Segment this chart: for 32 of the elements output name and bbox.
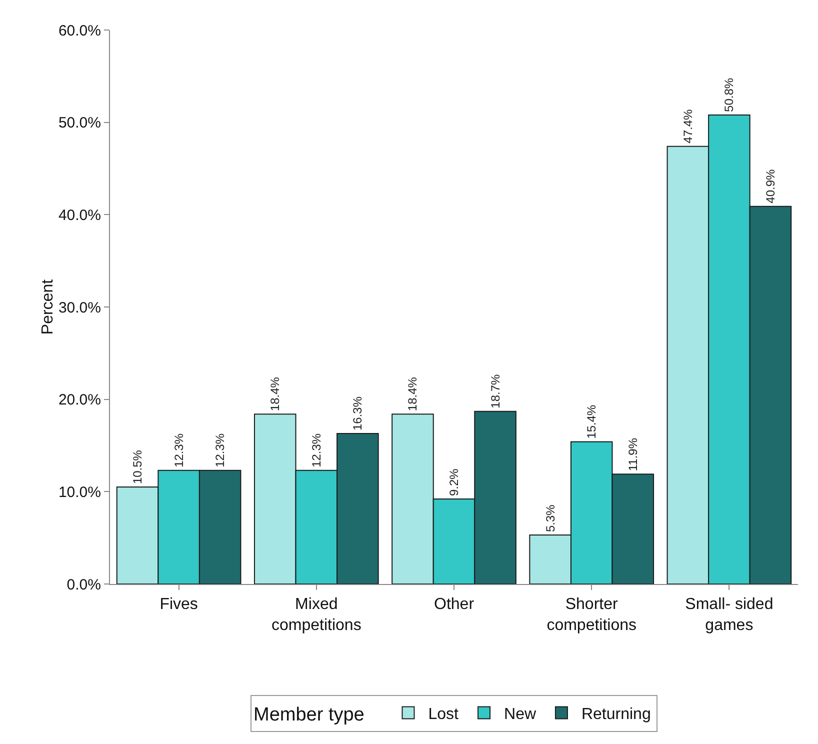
- y-tick-label: 60.0%: [58, 22, 101, 40]
- y-tick-label: 30.0%: [58, 299, 101, 316]
- data-label: 9.2%: [447, 468, 461, 496]
- x-tick-label: Fives: [160, 596, 198, 614]
- data-label: 50.8%: [722, 78, 736, 112]
- y-tick-label: 40.0%: [58, 206, 101, 224]
- data-label: 16.3%: [350, 396, 365, 430]
- data-label: 18.4%: [406, 376, 420, 412]
- y-tick-label: 50.0%: [58, 114, 101, 132]
- data-label: 12.3%: [309, 433, 324, 468]
- data-label: 5.3%: [543, 504, 558, 532]
- data-label: 40.9%: [763, 169, 778, 204]
- x-tick-label: Mixed competitions: [271, 596, 362, 634]
- data-label: 15.4%: [584, 404, 599, 439]
- y-axis-title: Percent: [39, 278, 56, 335]
- data-label: 12.3%: [172, 433, 186, 468]
- legend-label: Lost: [428, 706, 460, 723]
- legend-label: Returning: [581, 706, 651, 723]
- x-tick-label: Other: [434, 596, 475, 614]
- data-label: 10.5%: [130, 450, 145, 484]
- data-label: 11.9%: [626, 438, 640, 472]
- x-tick-label: Shorter competitions: [546, 596, 637, 634]
- legend-label: New: [504, 706, 536, 723]
- legend-title: Member type: [254, 704, 380, 726]
- data-label: 18.7%: [488, 374, 502, 408]
- data-label: 47.4%: [680, 108, 695, 144]
- data-label: 18.4%: [268, 376, 282, 412]
- x-tick-label: Small- sided games: [685, 596, 774, 634]
- y-tick-label: 20.0%: [58, 392, 101, 409]
- y-tick-label: 10.0%: [58, 484, 101, 501]
- data-label: 12.3%: [213, 433, 228, 468]
- y-tick-label: 0.0%: [66, 576, 101, 594]
